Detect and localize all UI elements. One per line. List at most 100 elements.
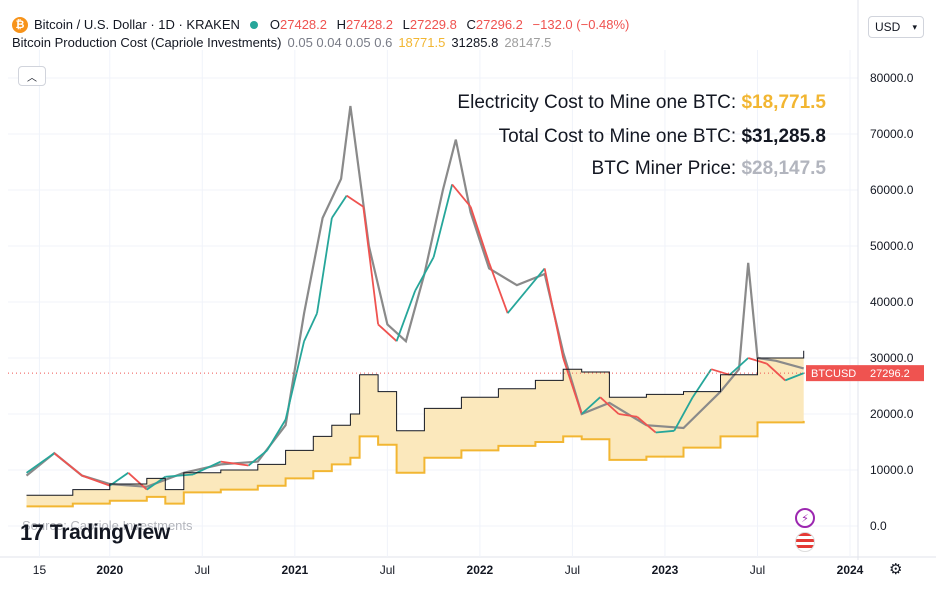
series-btcusd-segment (414, 256, 435, 292)
indicator-total: 31285.8 (451, 35, 499, 50)
x-tick-label: Jul (565, 563, 580, 577)
series-miner-price (25, 105, 804, 488)
series-btcusd-segment (346, 194, 364, 208)
x-tick-label: 2021 (281, 563, 308, 577)
us-flag-icon[interactable] (795, 532, 815, 552)
x-tick-label: Jul (195, 563, 210, 577)
series-btcusd-segment (303, 312, 318, 342)
x-tick-label: Jul (380, 563, 395, 577)
y-tick-label: 60000.0 (870, 183, 914, 197)
grid-lines (0, 0, 936, 560)
series-btcusd-segment (53, 452, 83, 477)
cost-band-fill (26, 350, 804, 507)
symbol-title[interactable]: Bitcoin / U.S. Dollar · 1D · KRAKEN (34, 17, 240, 32)
settings-icon[interactable]: ⚙ (889, 561, 903, 578)
series-btcusd-segment (618, 413, 638, 418)
annotation-total: Total Cost to Mine one BTC: $31,285.8 (498, 126, 826, 147)
series-btcusd-segment (248, 449, 268, 467)
price-value-box (864, 365, 924, 382)
ohlc-values: O27428.2 H27428.2 L27229.8 C27296.2 −132… (269, 17, 630, 32)
currency-select[interactable]: USD ▾ (868, 16, 924, 38)
close-value: 27296.2 (475, 17, 523, 32)
series-btcusd-segment (377, 323, 398, 342)
price-value-label: 27296.2 (870, 368, 910, 380)
series-btcusd-segment (266, 419, 287, 451)
symbol-row[interactable]: ₿ Bitcoin / U.S. Dollar · 1D · KRAKEN O2… (12, 16, 635, 34)
x-tick-label: 2024 (837, 563, 864, 577)
chevron-up-icon: ︿ (27, 72, 37, 84)
annotation-miner-value: $28,147.5 (741, 158, 826, 179)
tradingview-icon: 17 (20, 520, 44, 545)
series-btcusd-segment (729, 357, 749, 376)
series-btcusd-segment (543, 268, 565, 359)
series-btcusd-segment (710, 368, 730, 376)
series-btcusd-segment (581, 396, 601, 415)
series-btcusd-segment (395, 290, 416, 342)
series-btcusd-segment (220, 460, 249, 467)
y-tick-label: 10000.0 (870, 463, 914, 477)
x-tick-label: Jul (750, 563, 765, 577)
chart-legend: ₿ Bitcoin / U.S. Dollar · 1D · KRAKEN O2… (12, 16, 635, 52)
bitcoin-icon: ₿ (12, 17, 28, 33)
series-btcusd-segment (525, 267, 546, 292)
annotation-miner: BTC Miner Price: $28,147.5 (591, 158, 826, 179)
high-value: 27428.2 (346, 17, 394, 32)
indicator-miner: 28147.5 (504, 35, 552, 50)
series-total-cost (26, 350, 805, 496)
y-tick-label: 30000.0 (870, 351, 914, 365)
y-tick-label: 40000.0 (870, 295, 914, 309)
series-btcusd-segment (331, 195, 348, 219)
x-tick-label: 15 (33, 563, 47, 577)
series-btcusd-segment (362, 206, 380, 325)
price-label-box (806, 365, 864, 382)
series-btcusd-segment (766, 362, 786, 382)
y-tick-label: 80000.0 (870, 71, 914, 85)
x-tick-label: 2022 (467, 563, 494, 577)
series-btcusd-segment (655, 429, 675, 434)
indicator-row[interactable]: Bitcoin Production Cost (Capriole Invest… (12, 34, 635, 52)
y-tick-label: 50000.0 (870, 239, 914, 253)
indicator-params: 0.05 0.04 0.05 0.6 (287, 35, 393, 50)
series-btcusd-segment (506, 290, 527, 314)
series-btcusd-segment (636, 416, 657, 434)
series-btcusd-segment (562, 357, 583, 415)
y-tick-label: 0.0 (870, 519, 887, 533)
plot-area: BTCUSD 27296.2 (8, 105, 924, 508)
tradingview-logo[interactable]: 17 TradingView (20, 520, 170, 545)
annotation-electricity: Electricity Cost to Mine one BTC: $18,77… (457, 92, 826, 113)
lightning-icon[interactable]: ⚡ (795, 508, 815, 528)
series-btcusd-segment (469, 206, 490, 264)
series-btcusd-segment (432, 184, 454, 258)
collapse-legend-button[interactable]: ︿ (18, 66, 46, 86)
series-btcusd-segment (25, 452, 55, 474)
y-tick-label: 70000.0 (870, 127, 914, 141)
price-label-symbol: BTCUSD (811, 368, 856, 380)
annotation-total-value: $31,285.8 (741, 126, 826, 147)
source-text: Source: Capriole Investments (22, 518, 193, 533)
series-btcusd-segment (784, 372, 805, 382)
series-btcusd-segment (165, 473, 194, 478)
series-btcusd-segment (599, 396, 620, 415)
chevron-down-icon: ▾ (912, 21, 917, 32)
series-electricity-cost (26, 420, 805, 508)
open-value: 27428.2 (280, 17, 328, 32)
x-axis: 15 2020 Jul 2021 Jul 2022 Jul 2023 Jul 2024 (33, 563, 864, 577)
currency-label: USD (875, 20, 901, 34)
y-tick-label: 20000.0 (870, 407, 914, 421)
series-btcusd-segment (284, 340, 305, 420)
x-tick-label: 2023 (652, 563, 679, 577)
indicator-electricity: 18771.5 (398, 35, 446, 50)
series-btcusd-segment (127, 472, 148, 491)
y-axis: 0.0 10000.0 20000.0 30000.0 40000.0 50000.0 60… (870, 71, 914, 533)
series-btcusd-segment (691, 368, 712, 398)
annotation-electricity-value: $18,771.5 (741, 92, 826, 113)
series-btcusd-segment (673, 396, 694, 432)
low-value: 27229.8 (409, 17, 457, 32)
indicator-name[interactable]: Bitcoin Production Cost (Capriole Invest… (12, 35, 282, 50)
series-btcusd-segment (451, 183, 472, 208)
series-btcusd-segment (81, 474, 111, 487)
market-status-icon (249, 21, 258, 29)
change-value: −132.0 (−0.48%) (532, 17, 630, 32)
x-tick-label: 2020 (96, 563, 123, 577)
